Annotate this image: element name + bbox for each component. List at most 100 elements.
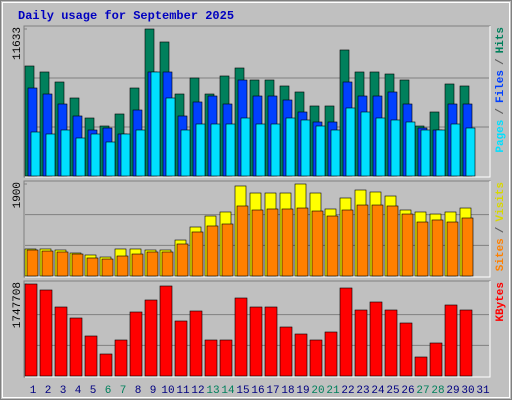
- x-tick-label: 6: [105, 385, 112, 397]
- x-tick-label: 16: [251, 385, 264, 397]
- bar: [341, 209, 354, 277]
- bar: [249, 306, 263, 377]
- bar: [39, 289, 53, 377]
- bar: [251, 209, 264, 277]
- bar: [386, 205, 399, 277]
- bar: [444, 304, 458, 377]
- bar: [240, 117, 251, 177]
- bar: [360, 111, 371, 177]
- panel-bevel: [25, 181, 491, 278]
- bar: [431, 219, 444, 277]
- bar: [225, 123, 236, 177]
- legend-entry: KBytes: [495, 282, 507, 322]
- bar: [210, 123, 221, 177]
- bar: [105, 141, 116, 177]
- y-tick-label: 11633: [12, 27, 24, 60]
- legend-entry: Visits: [495, 182, 507, 222]
- y-tick-label: 1900: [12, 182, 24, 208]
- bar: [236, 205, 249, 277]
- bar: [26, 249, 39, 277]
- bar: [99, 353, 113, 377]
- x-tick-label: 11: [176, 385, 190, 397]
- bar: [131, 253, 144, 277]
- bar: [296, 207, 309, 277]
- x-tick-label: 29: [446, 385, 459, 397]
- bar: [384, 309, 398, 377]
- bar: [264, 306, 278, 377]
- bar: [129, 311, 143, 377]
- x-tick-label: 2: [45, 385, 52, 397]
- x-tick-label: 14: [221, 385, 235, 397]
- bar: [45, 133, 56, 177]
- legend-entry: Hits: [495, 27, 507, 53]
- bar: [176, 243, 189, 277]
- legend: Sites / Visits: [495, 182, 507, 271]
- x-tick-label: 10: [161, 385, 174, 397]
- x-tick-label: 9: [150, 385, 157, 397]
- bar: [221, 223, 234, 277]
- bar: [41, 250, 54, 277]
- bar: [120, 133, 131, 177]
- bar: [405, 121, 416, 177]
- x-tick-label: 12: [191, 385, 204, 397]
- bar: [161, 251, 174, 277]
- bar: [375, 117, 386, 177]
- y-tick-label: 1747708: [12, 282, 24, 328]
- bar: [204, 339, 218, 377]
- bar: [281, 208, 294, 277]
- bar: [75, 137, 86, 177]
- x-tick-label: 3: [60, 385, 67, 397]
- bar: [461, 217, 474, 277]
- bar: [150, 71, 161, 177]
- x-tick-label: 19: [296, 385, 309, 397]
- bar: [315, 125, 326, 177]
- bar: [354, 309, 368, 377]
- bar: [420, 129, 431, 177]
- bar: [339, 287, 353, 377]
- bar: [345, 107, 356, 177]
- bar: [234, 297, 248, 377]
- chart-title: Daily usage for September 2025: [18, 9, 234, 23]
- legend-entry: Files: [495, 70, 507, 103]
- bar: [195, 123, 206, 177]
- bar: [450, 123, 461, 177]
- bar: [371, 204, 384, 277]
- bar: [84, 335, 98, 377]
- x-tick-label: 25: [386, 385, 399, 397]
- bar: [30, 131, 41, 177]
- x-tick-label: 23: [356, 385, 369, 397]
- legend-separator: /: [495, 58, 507, 65]
- bar: [285, 117, 296, 177]
- x-tick-label: 1: [30, 385, 37, 397]
- bar: [135, 129, 146, 177]
- bar: [114, 339, 128, 377]
- bar: [414, 356, 428, 377]
- panel-bevel: [25, 281, 491, 378]
- bar: [390, 119, 401, 177]
- bar: [324, 331, 338, 377]
- x-tick-label: 15: [236, 385, 249, 397]
- bar: [54, 306, 68, 377]
- x-tick-label: 7: [120, 385, 127, 397]
- x-tick-label: 27: [416, 385, 429, 397]
- x-tick-label: 24: [371, 385, 385, 397]
- x-tick-label: 22: [341, 385, 354, 397]
- bar: [101, 258, 114, 277]
- bar: [326, 215, 339, 277]
- legend: KBytes: [495, 282, 507, 322]
- bar: [270, 123, 281, 177]
- bar: [369, 301, 383, 377]
- bar: [206, 225, 219, 277]
- x-tick-label: 21: [326, 385, 340, 397]
- legend-separator: /: [495, 226, 507, 233]
- bar: [180, 129, 191, 177]
- bar: [24, 283, 38, 377]
- bar: [465, 127, 476, 177]
- panel-bevel: [25, 26, 491, 178]
- x-tick-label: 18: [281, 385, 294, 397]
- bar: [266, 208, 279, 277]
- x-tick-label: 28: [431, 385, 444, 397]
- legend-separator: /: [495, 108, 507, 115]
